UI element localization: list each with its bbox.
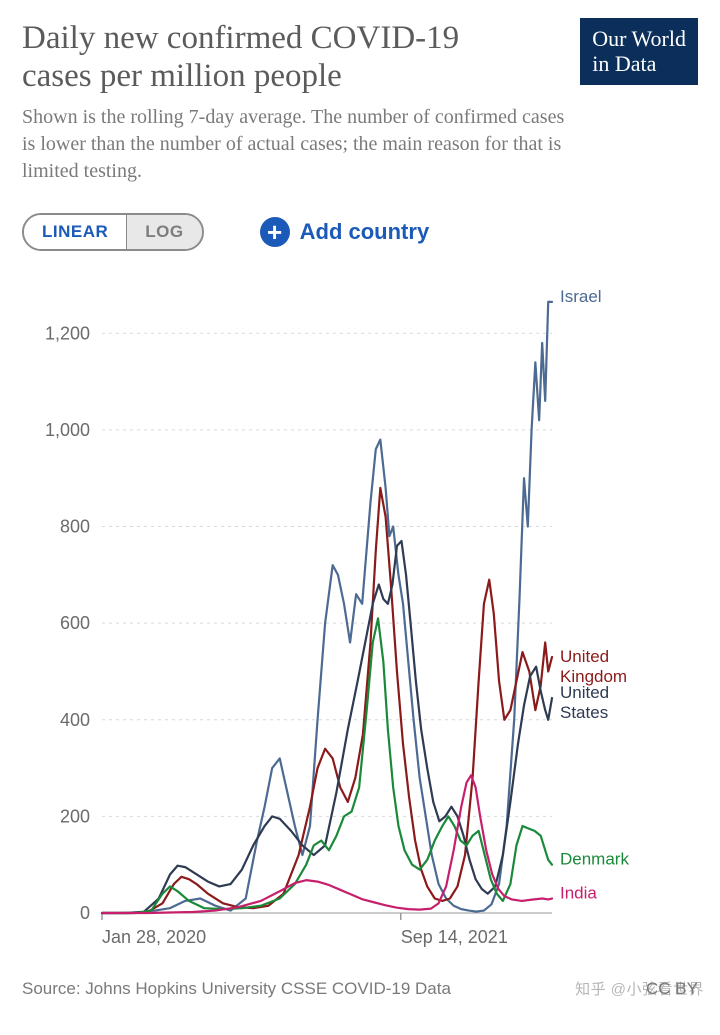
- x-tick-label: Jan 28, 2020: [102, 927, 206, 947]
- owid-logo: Our World in Data: [580, 18, 698, 85]
- chart-subtitle: Shown is the rolling 7-day average. The …: [22, 104, 582, 185]
- watermark: 知乎 @小弦看世界: [575, 978, 704, 999]
- y-tick-label: 200: [60, 806, 90, 826]
- y-tick-label: 1,000: [45, 420, 90, 440]
- logo-line1: Our World: [592, 26, 686, 51]
- source-text: Source: Johns Hopkins University CSSE CO…: [22, 979, 451, 999]
- add-country-label: Add country: [300, 219, 430, 245]
- y-tick-label: 1,200: [45, 323, 90, 343]
- line-chart-svg: 0 200 400 600 800 1,000 1,200 Jan 28, 2020 Sep 1…: [22, 265, 698, 965]
- series-label[interactable]: United: [560, 647, 609, 666]
- y-tick-label: 800: [60, 516, 90, 536]
- chart-title: Daily new confirmed COVID-19 cases per m…: [22, 20, 522, 96]
- chart-area: 0 200 400 600 800 1,000 1,200 Jan 28, 2020 Sep 1…: [22, 265, 698, 965]
- logo-line2: in Data: [592, 51, 656, 76]
- series-label[interactable]: Denmark: [560, 850, 629, 869]
- add-country-button[interactable]: + Add country: [260, 217, 430, 247]
- y-tick-label: 400: [60, 710, 90, 730]
- series-label[interactable]: India: [560, 883, 597, 902]
- series-denmark[interactable]: [102, 618, 552, 913]
- series-label[interactable]: Israel: [560, 287, 602, 306]
- log-button[interactable]: LOG: [126, 215, 201, 249]
- series-label[interactable]: United: [560, 683, 609, 702]
- x-tick-label: Sep 14, 2021: [401, 927, 508, 947]
- scale-toggle: LINEAR LOG: [22, 213, 204, 251]
- y-tick-label: 0: [80, 903, 90, 923]
- linear-button[interactable]: LINEAR: [24, 215, 126, 249]
- y-tick-label: 600: [60, 613, 90, 633]
- series-label[interactable]: States: [560, 703, 608, 722]
- plus-icon: +: [260, 217, 290, 247]
